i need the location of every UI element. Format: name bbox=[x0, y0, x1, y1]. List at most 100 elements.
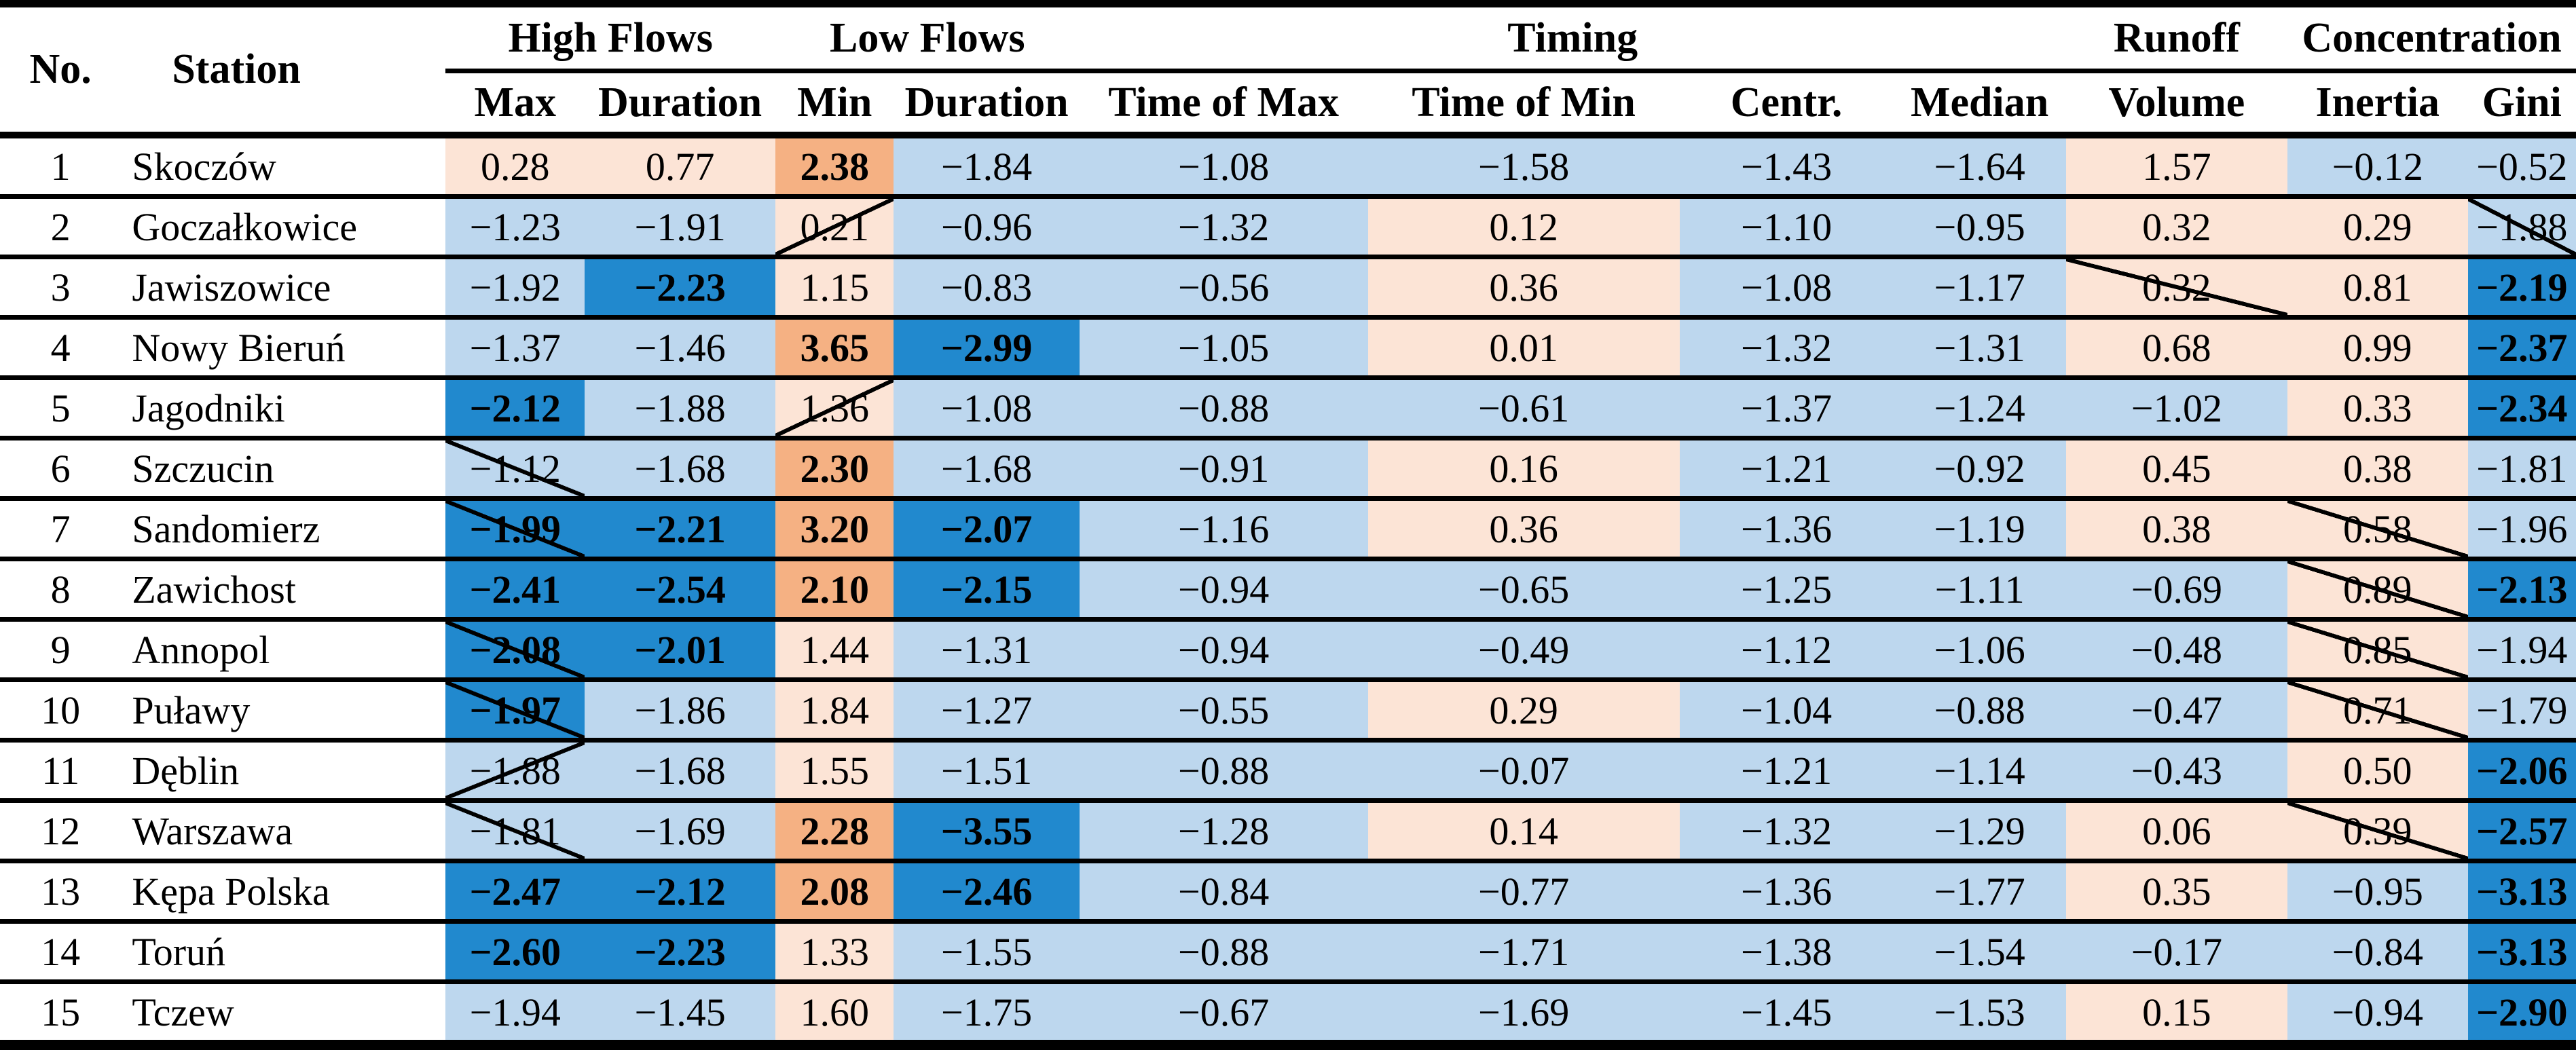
cell-value: −1.31 bbox=[1934, 325, 2025, 370]
station-name: Sandomierz bbox=[121, 498, 446, 561]
cell-duration-high: −1.86 bbox=[585, 679, 775, 743]
cell-time-of-min: −0.07 bbox=[1367, 740, 1680, 803]
cell-value: −0.69 bbox=[2131, 567, 2222, 612]
cell-value: −2.06 bbox=[2476, 748, 2568, 793]
cell-max: −1.23 bbox=[445, 196, 585, 259]
cell-centr: −1.25 bbox=[1679, 559, 1894, 622]
cell-value: −0.91 bbox=[1177, 446, 1270, 491]
cell-value: −2.13 bbox=[2476, 567, 2568, 612]
table-row: 2 Goczałkowice −1.23 −1.91 0.21 −0.96 −1.32 0.1… bbox=[0, 196, 2576, 259]
row-number: 7 bbox=[0, 498, 122, 561]
cell-centr: −1.36 bbox=[1679, 498, 1894, 561]
cell-value: −2.37 bbox=[2476, 325, 2568, 370]
cell-value: 0.28 bbox=[481, 144, 550, 189]
station-name: Toruń bbox=[121, 921, 446, 984]
cell-time-of-min: −0.77 bbox=[1367, 861, 1680, 924]
cell-value: −1.12 bbox=[1740, 627, 1833, 672]
row-number: 13 bbox=[0, 861, 122, 924]
cell-value: −1.32 bbox=[1740, 808, 1833, 853]
table-row: 1 Skoczów 0.28 0.77 2.38 −1.84 −1.08 −1.58 −1.43… bbox=[0, 135, 2576, 199]
cell-gini: −3.13 bbox=[2467, 861, 2576, 924]
cell-value: −1.36 bbox=[1740, 506, 1833, 551]
cell-value: −0.83 bbox=[940, 265, 1033, 310]
cell-duration-high: −1.68 bbox=[585, 438, 775, 501]
cell-max: −1.88 bbox=[445, 740, 585, 803]
table-row: 11 Dęblin −1.88 −1.68 1.55 −1.51 −0.88 −0.07 −1.… bbox=[0, 740, 2576, 803]
cell-time-of-min: 0.16 bbox=[1367, 438, 1680, 501]
group-header-concentration: Concentration bbox=[2287, 3, 2576, 73]
cell-value: −1.31 bbox=[940, 627, 1033, 672]
table-row: 8 Zawichost −2.41 −2.54 2.10 −2.15 −0.94 −0.65 −… bbox=[0, 559, 2576, 622]
col-header-duration-high: Duration bbox=[585, 71, 775, 138]
cell-duration-high: −1.68 bbox=[585, 740, 775, 803]
cell-median: −1.54 bbox=[1893, 921, 2066, 984]
col-header-min: Min bbox=[775, 71, 894, 138]
cell-time-of-min: 0.01 bbox=[1367, 317, 1680, 380]
group-header-low-flows: Low Flows bbox=[775, 3, 1080, 73]
cell-value: 0.15 bbox=[2142, 990, 2211, 1034]
cell-value: −0.52 bbox=[2476, 144, 2568, 189]
table-body: 1 Skoczów 0.28 0.77 2.38 −1.84 −1.08 −1.58 −1.43… bbox=[0, 135, 2576, 1047]
cell-value: 0.21 bbox=[800, 204, 869, 249]
row-number: 6 bbox=[0, 438, 122, 501]
cell-min: 0.21 bbox=[775, 196, 894, 259]
cell-value: −1.75 bbox=[940, 990, 1033, 1034]
cell-gini: −1.96 bbox=[2467, 498, 2576, 561]
cell-volume: 0.38 bbox=[2065, 498, 2287, 561]
cell-min: 3.65 bbox=[775, 317, 894, 380]
cell-value: −1.68 bbox=[634, 748, 726, 793]
station-name: Warszawa bbox=[121, 800, 446, 863]
cell-time-of-min: 0.12 bbox=[1367, 196, 1680, 259]
col-header-volume: Volume bbox=[2065, 71, 2287, 138]
cell-value: −1.10 bbox=[1740, 204, 1833, 249]
cell-value: −0.55 bbox=[1177, 688, 1270, 732]
cell-time-of-min: 0.14 bbox=[1367, 800, 1680, 863]
cell-value: 0.50 bbox=[2343, 748, 2412, 793]
col-header-no: No. bbox=[0, 3, 122, 138]
cell-value: −1.25 bbox=[1740, 567, 1833, 612]
cell-value: −1.68 bbox=[634, 446, 726, 491]
cell-inertia: −0.12 bbox=[2287, 135, 2468, 199]
cell-volume: 0.68 bbox=[2065, 317, 2287, 380]
cell-volume: 0.35 bbox=[2065, 861, 2287, 924]
cell-max: −2.47 bbox=[445, 861, 585, 924]
cell-value: −1.21 bbox=[1740, 446, 1833, 491]
cell-value: 0.36 bbox=[1489, 506, 1558, 551]
cell-centr: −1.21 bbox=[1679, 740, 1894, 803]
row-number: 15 bbox=[0, 981, 122, 1047]
cell-time-of-max: −0.94 bbox=[1079, 619, 1368, 682]
cell-value: −1.11 bbox=[1934, 567, 2025, 612]
cell-time-of-max: −0.88 bbox=[1079, 921, 1368, 984]
cell-time-of-max: −0.88 bbox=[1079, 740, 1368, 803]
cell-value: −1.94 bbox=[2476, 627, 2568, 672]
cell-value: −1.51 bbox=[940, 748, 1033, 793]
cell-volume: −0.43 bbox=[2065, 740, 2287, 803]
cell-duration-low: −1.27 bbox=[894, 679, 1080, 743]
cell-value: −0.07 bbox=[1477, 748, 1570, 793]
cell-inertia: 0.85 bbox=[2287, 619, 2468, 682]
cell-time-of-max: −1.16 bbox=[1079, 498, 1368, 561]
cell-median: −1.53 bbox=[1893, 981, 2066, 1047]
cell-volume: −0.17 bbox=[2065, 921, 2287, 984]
cell-value: −1.24 bbox=[1934, 386, 2025, 430]
cell-value: −1.36 bbox=[1740, 869, 1833, 914]
cell-volume: 0.32 bbox=[2065, 196, 2287, 259]
cell-value: 0.14 bbox=[1489, 808, 1558, 853]
cell-value: −0.94 bbox=[1177, 627, 1270, 672]
cell-min: 2.28 bbox=[775, 800, 894, 863]
cell-value: 0.36 bbox=[1489, 265, 1558, 310]
col-header-time-of-min: Time of Min bbox=[1367, 71, 1680, 138]
cell-duration-high: −2.12 bbox=[585, 861, 775, 924]
cell-median: −1.17 bbox=[1893, 257, 2066, 320]
cell-min: 1.60 bbox=[775, 981, 894, 1047]
cell-value: −1.37 bbox=[1740, 386, 1833, 430]
row-number: 12 bbox=[0, 800, 122, 863]
cell-value: −1.88 bbox=[2476, 204, 2568, 249]
cell-gini: −0.52 bbox=[2467, 135, 2576, 199]
cell-time-of-max: −1.05 bbox=[1079, 317, 1368, 380]
station-name: Jawiszowice bbox=[121, 257, 446, 320]
cell-max: −1.37 bbox=[445, 317, 585, 380]
cell-min: 1.84 bbox=[775, 679, 894, 743]
cell-inertia: 0.81 bbox=[2287, 257, 2468, 320]
cell-volume: 0.32 bbox=[2065, 257, 2287, 320]
